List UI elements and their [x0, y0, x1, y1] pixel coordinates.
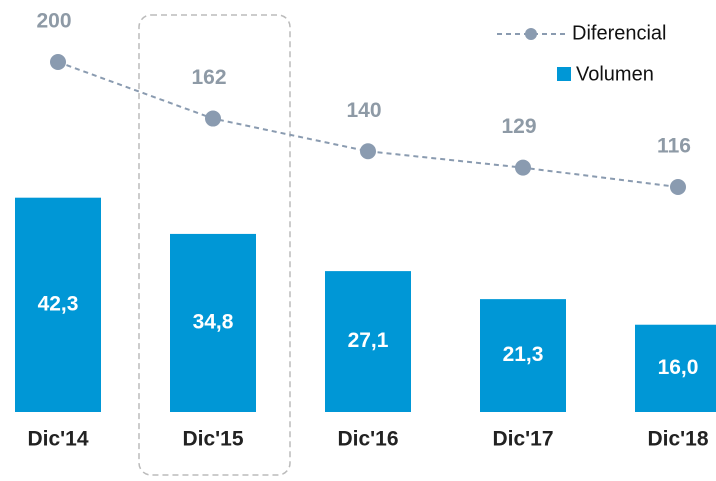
- x-tick-label: Dic'16: [337, 428, 398, 451]
- bar: [480, 299, 566, 412]
- data-label: 129: [501, 115, 536, 138]
- data-label: 16,0: [658, 356, 699, 379]
- x-tick-label: Dic'18: [647, 428, 708, 451]
- x-tick-label: Dic'14: [27, 428, 88, 451]
- data-label: 42,3: [38, 292, 79, 315]
- data-label: 27,1: [348, 329, 389, 352]
- line-point: [50, 54, 66, 70]
- legend-label: Volumen: [576, 63, 654, 85]
- line-point: [515, 159, 531, 176]
- data-label: 200: [36, 10, 71, 33]
- legend-point: [525, 28, 537, 40]
- legend-swatch: [557, 67, 571, 81]
- line-point: [205, 110, 221, 127]
- x-tick-label: Dic'15: [182, 428, 243, 451]
- bar: [325, 271, 411, 412]
- data-label: 34,8: [193, 311, 234, 334]
- bar: [635, 324, 716, 412]
- data-label: 162: [191, 66, 226, 89]
- data-label: 140: [346, 99, 381, 122]
- bar: [170, 233, 256, 412]
- x-tick-label: Dic'17: [492, 428, 553, 451]
- data-label: 116: [657, 135, 691, 158]
- line-point: [360, 143, 376, 160]
- legend-label: Diferencial: [572, 22, 666, 44]
- data-label: 21,3: [503, 343, 544, 366]
- highlight-box: [138, 14, 291, 476]
- line-point: [670, 178, 686, 195]
- bar: [15, 197, 101, 412]
- line: [57, 61, 679, 188]
